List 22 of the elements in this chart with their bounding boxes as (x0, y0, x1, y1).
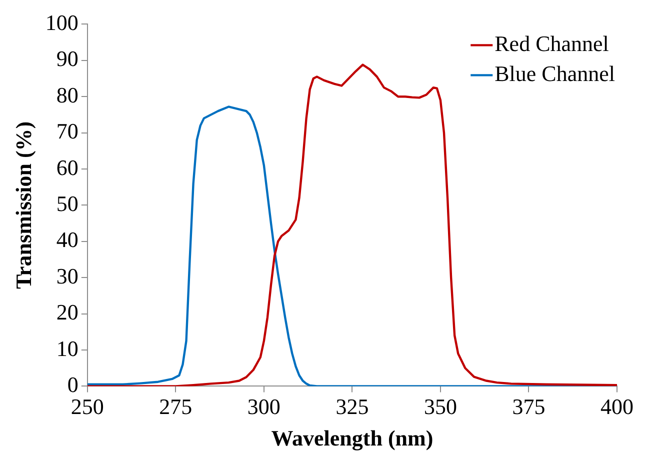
x-tick-label: 250 (70, 394, 104, 420)
y-tick-label: 50 (56, 190, 78, 216)
x-tick-label: 300 (247, 394, 280, 420)
y-tick-label: 80 (56, 82, 78, 108)
x-axis-title: Wavelength (nm) (271, 425, 434, 450)
y-tick-label: 30 (56, 263, 78, 288)
x-tick-label: 375 (512, 394, 546, 420)
y-axis-title: Transmission (%) (10, 121, 36, 290)
y-tick-label: 90 (56, 46, 78, 72)
x-tick-label: 350 (424, 394, 457, 420)
y-tick-label: 70 (56, 118, 78, 144)
x-tick-label: 275 (159, 394, 192, 420)
y-tick-label: 20 (56, 300, 78, 325)
y-tick-label: 100 (45, 10, 78, 35)
legend-label: Blue Channel (494, 60, 616, 86)
x-tick-label: 325 (336, 394, 369, 420)
y-tick-label: 40 (56, 227, 78, 252)
legend-label: Red Channel (494, 30, 609, 56)
y-tick-label: 60 (56, 154, 78, 180)
y-tick-label: 0 (67, 372, 78, 397)
x-tick-label: 400 (600, 394, 634, 420)
y-tick-label: 10 (56, 336, 78, 361)
